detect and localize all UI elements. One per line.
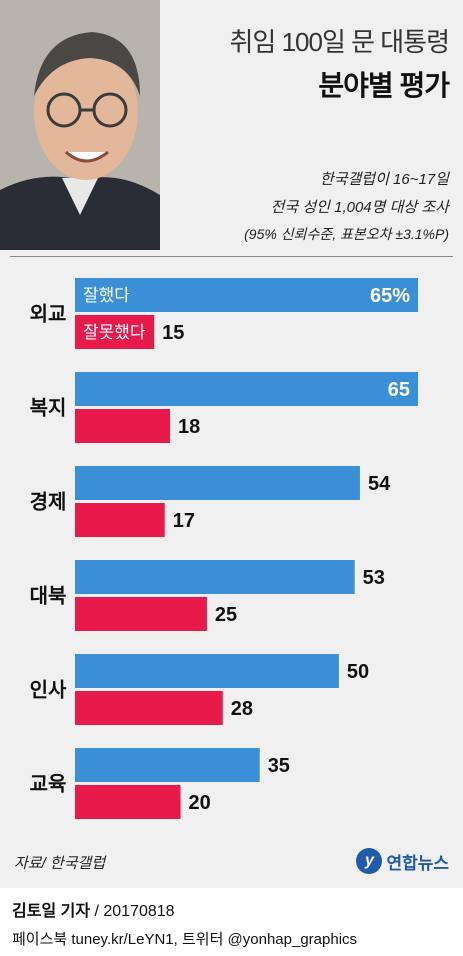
- survey-source-line-2: 전국 성인 1,004명 대상 조사: [270, 199, 449, 216]
- negative-value-label: 25: [215, 604, 237, 626]
- yonhap-logo-text: 연합뉴스: [386, 853, 449, 873]
- negative-value-label: 28: [231, 698, 253, 720]
- social-credit: 페이스북 tuney.kr/LeYN1, 트위터 @yonhap_graphic…: [12, 931, 358, 948]
- positive-bar: [75, 654, 339, 688]
- chart-source: 자료/ 한국갤럽: [14, 855, 106, 872]
- title-line-2: 분야별 평가: [318, 70, 450, 101]
- positive-bar: [75, 466, 360, 500]
- category-label: 인사: [30, 679, 67, 702]
- positive-value-label: 65%: [370, 285, 410, 307]
- yonhap-logo-icon: y: [356, 848, 383, 874]
- negative-bar: [75, 691, 223, 725]
- president-portrait: [0, 0, 160, 250]
- negative-bar: [75, 597, 207, 631]
- positive-value-label: 35: [268, 755, 290, 777]
- negative-value-label: 18: [178, 416, 200, 438]
- infographic-card: 취임 100일 문 대통령 분야별 평가 한국갤럽이 16~17일 전국 성인 …: [0, 0, 463, 888]
- category-label: 대북: [30, 585, 67, 608]
- header-divider: [10, 256, 453, 257]
- negative-bar: [75, 785, 181, 819]
- reporter-name: 김토일 기자: [12, 903, 91, 920]
- category-label: 외교: [30, 303, 67, 326]
- negative-bar: [75, 315, 155, 349]
- survey-source-line-3: (95% 신뢰수준, 표본오차 ±3.1%P): [244, 226, 449, 242]
- positive-value-label: 53: [363, 567, 385, 589]
- credit-line: 김토일 기자 / 20170818: [12, 897, 175, 921]
- survey-source-line-1: 한국갤럽이 16~17일: [319, 171, 449, 188]
- positive-bar: [75, 560, 355, 594]
- negative-value-label: 15: [162, 322, 184, 344]
- positive-bar: [75, 278, 418, 312]
- positive-value-label: 65: [388, 379, 410, 401]
- yonhap-logo: y 연합뉴스: [356, 846, 449, 876]
- negative-value-label: 17: [173, 510, 195, 532]
- title-line-1: 취임 100일 문 대통령: [229, 27, 450, 57]
- series-label: 잘못했다: [83, 323, 146, 342]
- category-label: 복지: [30, 397, 67, 420]
- negative-bar: [75, 503, 165, 537]
- credit-date: / 20170818: [90, 903, 175, 920]
- positive-value-label: 54: [368, 473, 391, 495]
- series-label: 잘했다: [83, 286, 130, 305]
- positive-bar: [75, 748, 260, 782]
- positive-value-label: 50: [347, 661, 369, 683]
- category-label: 교육: [30, 773, 67, 796]
- negative-value-label: 20: [189, 792, 211, 814]
- negative-bar: [75, 409, 170, 443]
- positive-bar: [75, 372, 418, 406]
- category-label: 경제: [30, 491, 67, 514]
